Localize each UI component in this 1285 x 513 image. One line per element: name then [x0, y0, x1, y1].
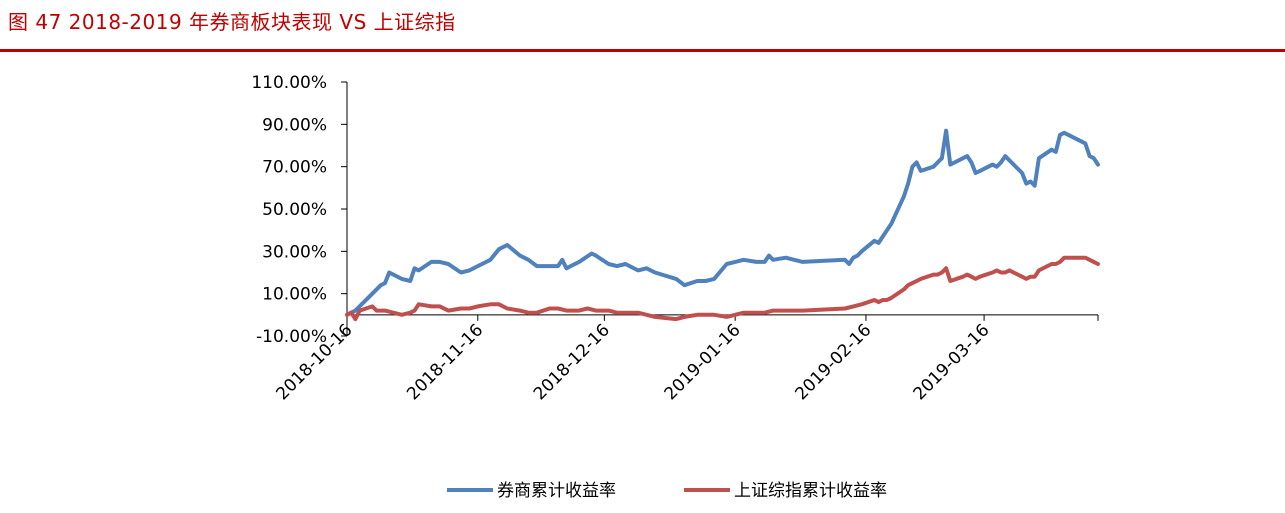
series-line-shanghai-composite [345, 255, 1100, 322]
y-tick-label: 10.00% [262, 285, 327, 305]
x-tick-label: 2019-03-16 [910, 320, 994, 404]
y-tick-label: 70.00% [262, 158, 327, 178]
y-tick-label: -10.00% [256, 327, 327, 347]
y-axis: -10.00% 10.00% 30.00% 50.00% 70.00% 90.00% 110… [251, 73, 348, 347]
x-axis: 2018-10-16 2018-11-16 2018-12-16 2019-01-16… [273, 314, 1099, 404]
title-rule [0, 49, 1285, 52]
legend-label-brokerage: 券商累计收益率 [497, 481, 616, 501]
y-tick-label: 30.00% [262, 242, 327, 262]
legend: 券商累计收益率 上证综指累计收益率 [447, 481, 887, 501]
y-tick-label: 90.00% [262, 115, 327, 135]
legend-label-shanghai-composite: 上证综指累计收益率 [734, 481, 887, 501]
series-lines [345, 128, 1100, 322]
y-tick-label: 50.00% [262, 200, 327, 220]
x-tick-label: 2019-02-16 [791, 320, 875, 404]
x-tick-label: 2018-12-16 [530, 320, 614, 404]
figure-title: 图 47 2018-2019 年券商板块表现 VS 上证综指 [8, 10, 456, 34]
y-tick-label: 110.00% [251, 73, 327, 93]
x-tick-label: 2019-01-16 [661, 320, 745, 404]
series-line-brokerage [345, 128, 1100, 317]
x-tick-label: 2018-11-16 [403, 320, 487, 404]
